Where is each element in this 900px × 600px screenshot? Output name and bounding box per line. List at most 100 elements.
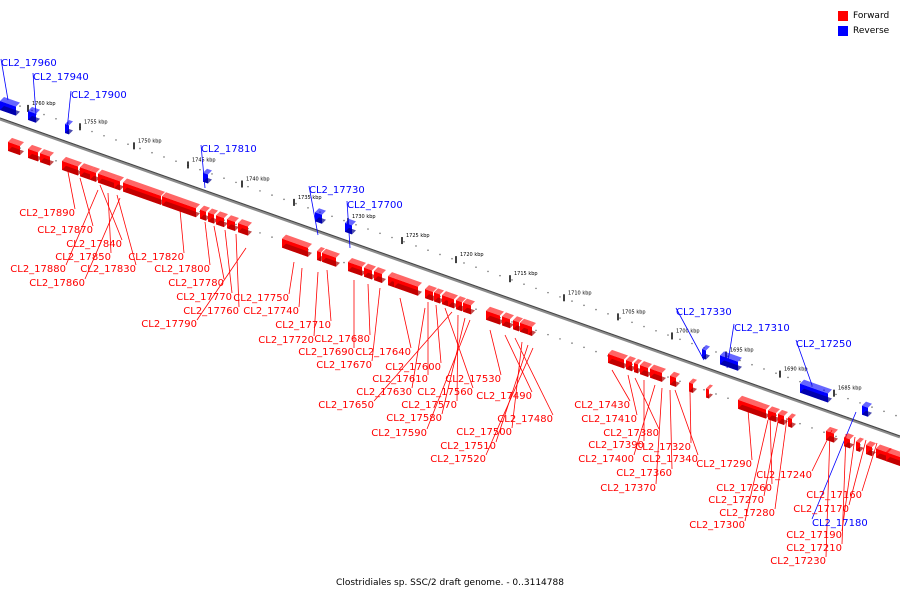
strand-dot [415, 245, 417, 247]
leader-line [426, 319, 471, 430]
gene-label: CL2_17520 [430, 454, 486, 465]
strand-dot [571, 342, 573, 344]
forward-gene [608, 349, 628, 369]
strand-dot [475, 266, 477, 268]
leader-line [861, 442, 878, 492]
forward-gene [238, 219, 252, 236]
leader-line [489, 329, 502, 376]
forward-gene [650, 364, 666, 382]
gene-label: CL2_17380 [603, 428, 659, 439]
tick-label: 1730 kbp [352, 214, 376, 220]
leader-line [485, 347, 534, 456]
leader-line [288, 261, 295, 295]
leader-line [634, 377, 660, 430]
gene-label: CL2_17480 [497, 414, 553, 425]
strand-dot [811, 427, 813, 429]
forward-gene [442, 291, 452, 307]
gene-label: CL2_17810 [201, 144, 257, 155]
gene-label: CL2_17310 [734, 323, 790, 334]
strand-dot [331, 215, 333, 218]
leader-line [32, 72, 37, 116]
reverse-gene [862, 401, 872, 417]
leader-line [811, 411, 857, 520]
gene-blocks [0, 97, 900, 466]
gene-label: CL2_17300 [689, 520, 745, 531]
gene-label: CL2_17370 [600, 483, 656, 494]
legend-reverse: Reverse [838, 23, 889, 38]
strand-dot [691, 342, 693, 345]
gene-label: CL2_17940 [33, 72, 89, 83]
forward-swatch [838, 10, 848, 21]
gene-label: CL2_17490 [476, 391, 532, 402]
leader-line [611, 369, 631, 402]
reverse-gene [720, 351, 742, 371]
gene-label: CL2_17400 [578, 454, 634, 465]
strand-dot [703, 388, 705, 391]
strand-dot [859, 402, 861, 404]
leader-line [308, 185, 319, 236]
gene-label: CL2_17880 [10, 264, 66, 275]
gene-label: CL2_17840 [66, 239, 122, 250]
leader-line [435, 304, 442, 364]
forward-gene [98, 169, 118, 189]
leader-line [633, 384, 656, 456]
strand-dot [271, 236, 273, 238]
forward-gene [626, 356, 636, 372]
forward-gene [8, 137, 24, 156]
gene-label: CL2_17560 [417, 387, 473, 398]
gene-label: CL2_17270 [708, 495, 764, 506]
strand-dot [199, 168, 201, 171]
gene-label: CL2_17680 [314, 334, 370, 345]
gene-label: CL2_17170 [793, 504, 849, 515]
tick-label: 1740 kbp [246, 177, 270, 183]
gene-label: CL2_17410 [581, 414, 637, 425]
gene-label: CL2_17230 [770, 556, 826, 567]
strand-dot [607, 313, 609, 315]
gene-label: CL2_17730 [309, 185, 365, 196]
strand-dot [439, 253, 441, 256]
leader-line [84, 197, 121, 280]
strand-dot [727, 397, 729, 400]
strand-dot [379, 232, 381, 235]
gene-label: CL2_17650 [318, 400, 374, 411]
forward-gene [90, 166, 100, 182]
strand-dot [487, 270, 489, 273]
strand-dot [295, 202, 297, 205]
leader-line [67, 171, 76, 210]
tick-label: 1690 kbp [784, 367, 808, 373]
gene-label: CL2_17360 [616, 468, 672, 479]
strand-dot [847, 397, 849, 400]
leader-line [795, 339, 813, 386]
gene-label: CL2_17830 [80, 264, 136, 275]
leader-line [456, 314, 459, 402]
gene-label: CL2_17740 [243, 306, 299, 317]
tick-label: 1745 kbp [192, 157, 216, 163]
leader-line [79, 177, 94, 227]
strand-dot [475, 308, 477, 310]
gene-label: CL2_17190 [786, 530, 842, 541]
strand-dot [463, 262, 465, 264]
gene-label: CL2_17160 [806, 490, 862, 501]
gene-label: CL2_17510 [440, 441, 496, 452]
tick-label: 1725 kbp [406, 233, 430, 239]
forward-gene [62, 156, 82, 176]
strand-dot [247, 185, 249, 188]
gene-label: CL2_17580 [386, 413, 442, 424]
gene-label: CL2_17330 [676, 307, 732, 318]
reverse-swatch [838, 25, 848, 36]
strand-dot [535, 287, 537, 290]
gene-label: CL2_17800 [154, 264, 210, 275]
strand-dot [775, 372, 777, 374]
strand-dot [835, 435, 837, 438]
strand-dot [259, 232, 261, 234]
leader-line [313, 271, 319, 337]
forward-gene [374, 267, 386, 283]
gene-label: CL2_17600 [385, 362, 441, 373]
forward-gene [670, 371, 680, 387]
forward-gene [640, 361, 652, 377]
leader-line [204, 221, 211, 266]
forward-gene [40, 149, 54, 166]
forward-gene [788, 413, 796, 428]
forward-gene [208, 208, 218, 224]
